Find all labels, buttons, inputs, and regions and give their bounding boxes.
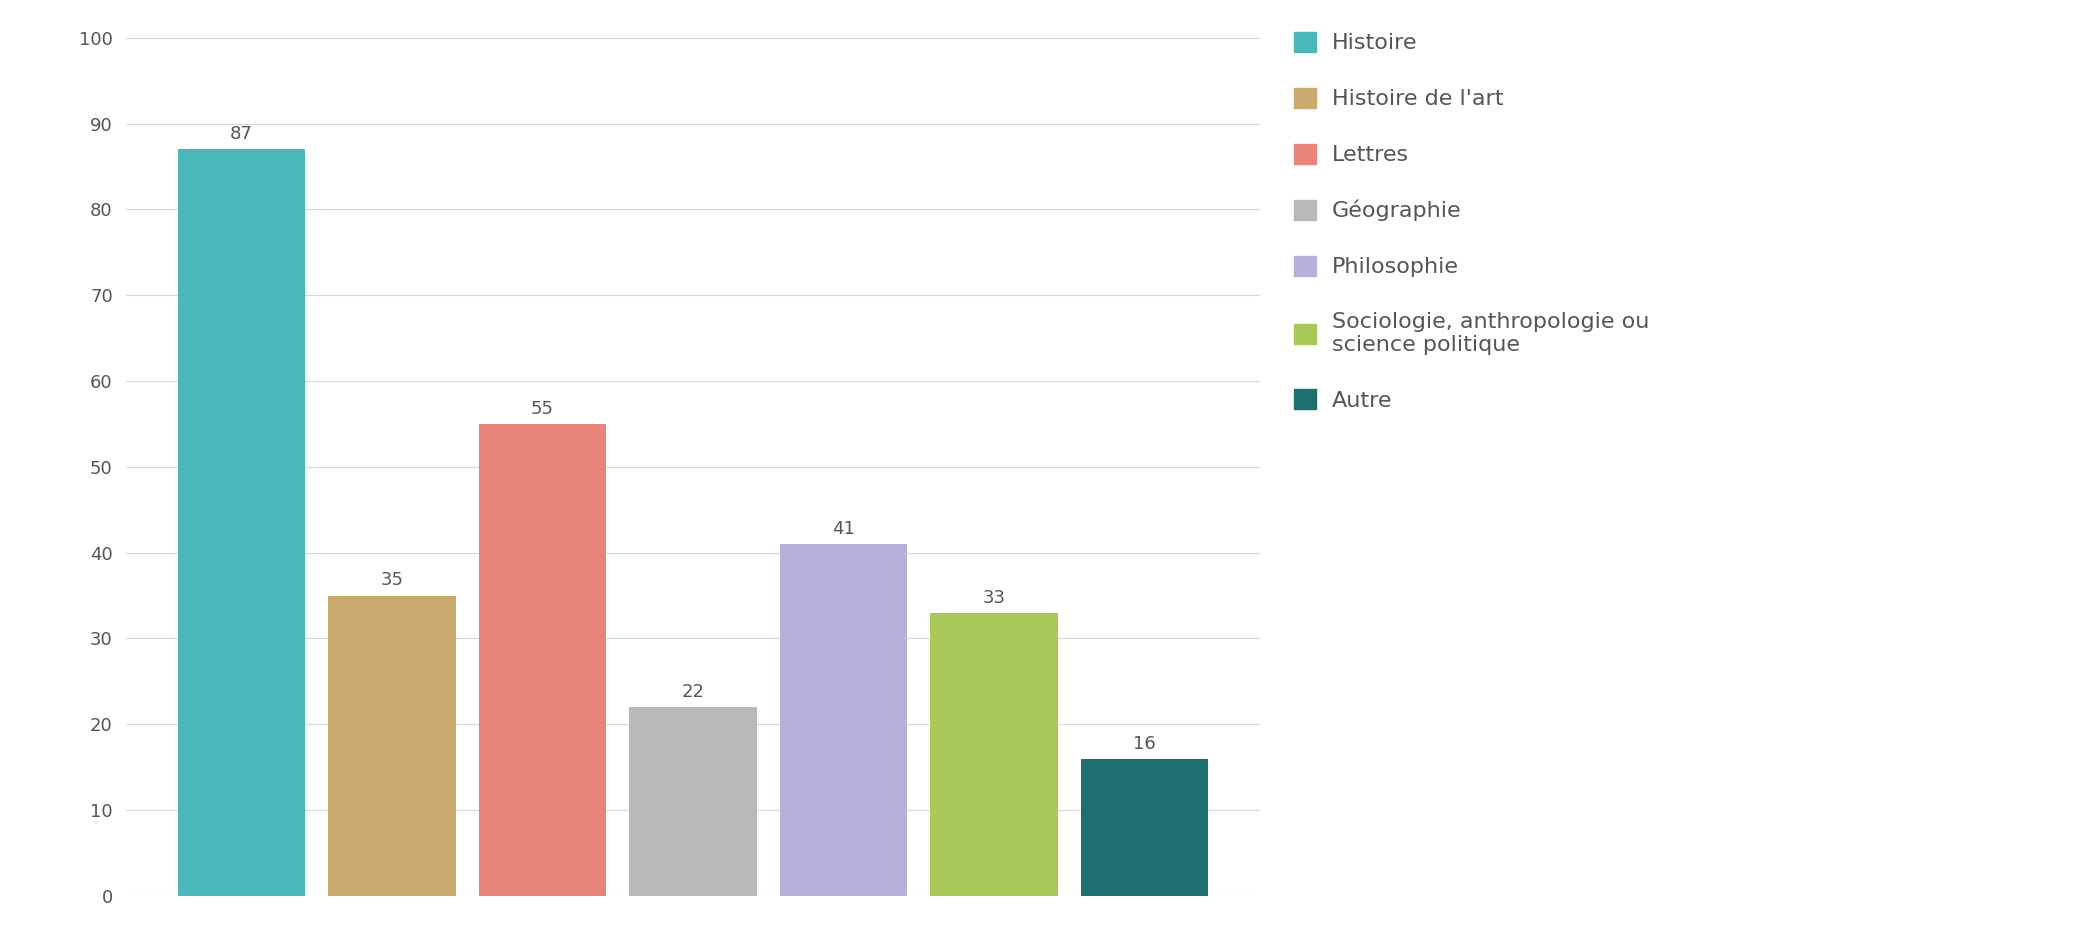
Bar — [930, 613, 1058, 896]
Bar — [479, 424, 607, 896]
Bar — [328, 596, 456, 896]
Bar — [630, 707, 756, 896]
Text: 22: 22 — [682, 683, 704, 701]
Legend: Histoire, Histoire de l'art, Lettres, Géographie, Philosophie, Sociologie, anthr: Histoire, Histoire de l'art, Lettres, Gé… — [1294, 32, 1648, 411]
Bar — [1082, 758, 1207, 896]
Text: 87: 87 — [231, 125, 252, 143]
Bar — [779, 544, 907, 896]
Text: 41: 41 — [832, 520, 855, 538]
Text: 33: 33 — [983, 588, 1006, 606]
Text: 16: 16 — [1134, 735, 1155, 753]
Text: 55: 55 — [531, 400, 554, 418]
Text: 35: 35 — [380, 571, 403, 589]
Bar — [178, 149, 304, 896]
